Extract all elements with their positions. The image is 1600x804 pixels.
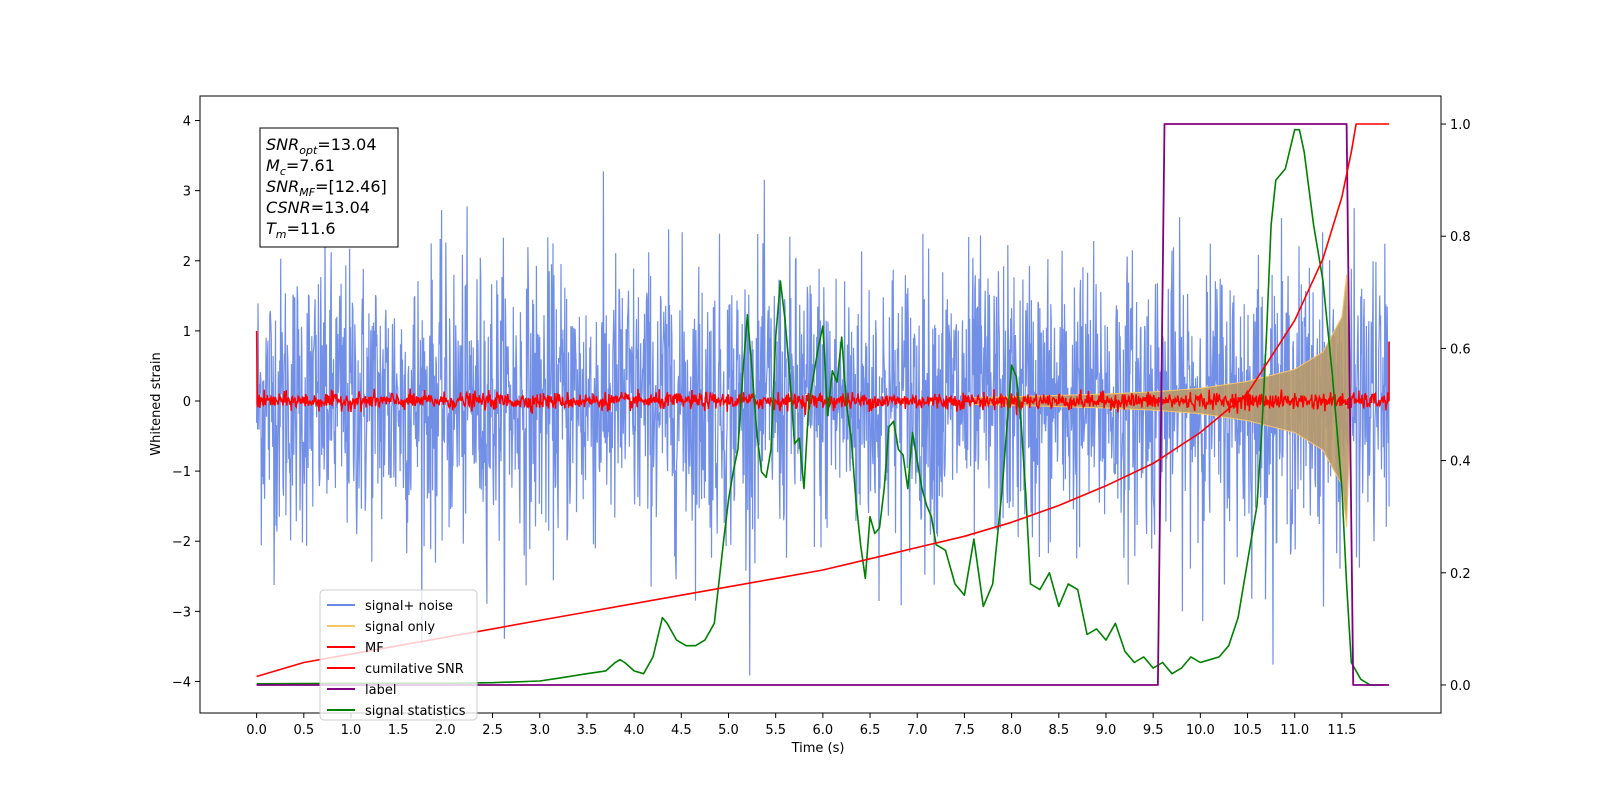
x-tick-label: 4.5 xyxy=(671,723,692,738)
x-tick-label: 10.0 xyxy=(1186,723,1215,738)
series-mf xyxy=(255,330,1390,416)
x-tick-label: 1.0 xyxy=(341,723,362,738)
x-tick-label: 3.5 xyxy=(577,723,598,738)
x-tick-label: 0.0 xyxy=(246,723,267,738)
x-tick-label: 9.5 xyxy=(1143,723,1164,738)
x-tick-label: 8.0 xyxy=(1001,723,1022,738)
legend: signal+ noise signal only MF cumilative SNR… xyxy=(319,589,478,721)
y-tick-label-left: −1 xyxy=(172,465,191,480)
x-axis: 0.0 0.5 1.0 1.5 2.0 2.5 3.0 3.5 4.0 4.5 5.0 5.5 6.0 6… xyxy=(246,713,1356,738)
annotation-line: CSNR=13.04 xyxy=(266,198,370,217)
annotation-line: Tm=11.6 xyxy=(266,219,336,241)
legend-label: MF xyxy=(365,641,384,656)
y-tick-label-right: 0.0 xyxy=(1450,679,1471,694)
x-tick-label: 5.5 xyxy=(765,723,786,738)
plot-frame xyxy=(199,95,1442,714)
y-tick-label-left: 1 xyxy=(183,325,191,340)
y-tick-label-right: 1.0 xyxy=(1450,118,1471,133)
legend-label: signal only xyxy=(365,620,435,635)
y-tick-label-left: −4 xyxy=(172,675,191,690)
y-axis-left: 4 3 2 1 0 −1 −2 −3 −4 xyxy=(172,115,200,690)
legend-frame xyxy=(319,589,478,721)
series-signal-noise xyxy=(256,171,1390,676)
legend-label: label xyxy=(365,683,396,698)
x-tick-label: 5.0 xyxy=(718,723,739,738)
legend-label: signal statistics xyxy=(365,704,466,719)
x-tick-label: 2.5 xyxy=(482,723,503,738)
y-axis-right: 1.0 0.8 0.6 0.4 0.2 0.0 xyxy=(1441,118,1471,694)
y-tick-label-right: 0.8 xyxy=(1450,230,1471,245)
legend-items: signal+ noise signal only MF cumilative SNR… xyxy=(327,599,466,719)
series-label xyxy=(256,123,1390,686)
y-axis-label: Whitened strain xyxy=(149,352,164,455)
y-tick-label-right: 0.2 xyxy=(1450,567,1471,582)
y-tick-label-left: 4 xyxy=(183,115,191,130)
y-tick-label-left: −2 xyxy=(172,535,191,550)
legend-label: cumilative SNR xyxy=(365,662,464,677)
y-tick-label-right: 0.6 xyxy=(1450,342,1471,357)
series-signal-statistics xyxy=(256,128,1385,686)
y-tick-label-left: 3 xyxy=(183,185,191,200)
x-tick-label: 11.0 xyxy=(1280,723,1309,738)
y-tick-label-left: 0 xyxy=(183,395,191,410)
annotation-lines: SNRopt=13.04Mc=7.61SNRMF=[12.46]CSNR=13.… xyxy=(266,135,387,241)
y-tick-label-right: 0.4 xyxy=(1450,455,1471,470)
x-tick-label: 6.0 xyxy=(813,723,834,738)
x-tick-label: 7.0 xyxy=(907,723,928,738)
x-tick-label: 8.5 xyxy=(1048,723,1069,738)
annotation-line: Mc=7.61 xyxy=(266,156,335,178)
x-tick-label: 7.5 xyxy=(954,723,975,738)
annotation-line: SNRopt=13.04 xyxy=(266,135,377,157)
x-tick-label: 10.5 xyxy=(1233,723,1262,738)
annotation-line: SNRMF=[12.46] xyxy=(266,177,387,199)
x-tick-label: 0.5 xyxy=(293,723,314,738)
x-tick-label: 11.5 xyxy=(1327,723,1356,738)
legend-label: signal+ noise xyxy=(365,599,453,614)
annotation-box: SNRopt=13.04Mc=7.61SNRMF=[12.46]CSNR=13.… xyxy=(259,127,399,248)
y-tick-label-left: 2 xyxy=(183,255,191,270)
x-tick-label: 3.0 xyxy=(529,723,550,738)
x-tick-label: 9.0 xyxy=(1096,723,1117,738)
annotation-frame xyxy=(259,127,399,248)
x-axis-label: Time (s) xyxy=(791,741,845,756)
x-tick-label: 4.0 xyxy=(624,723,645,738)
x-tick-label: 6.5 xyxy=(860,723,881,738)
x-tick-label: 2.0 xyxy=(435,723,456,738)
y-tick-label-left: −3 xyxy=(172,605,191,620)
x-tick-label: 1.5 xyxy=(388,723,409,738)
